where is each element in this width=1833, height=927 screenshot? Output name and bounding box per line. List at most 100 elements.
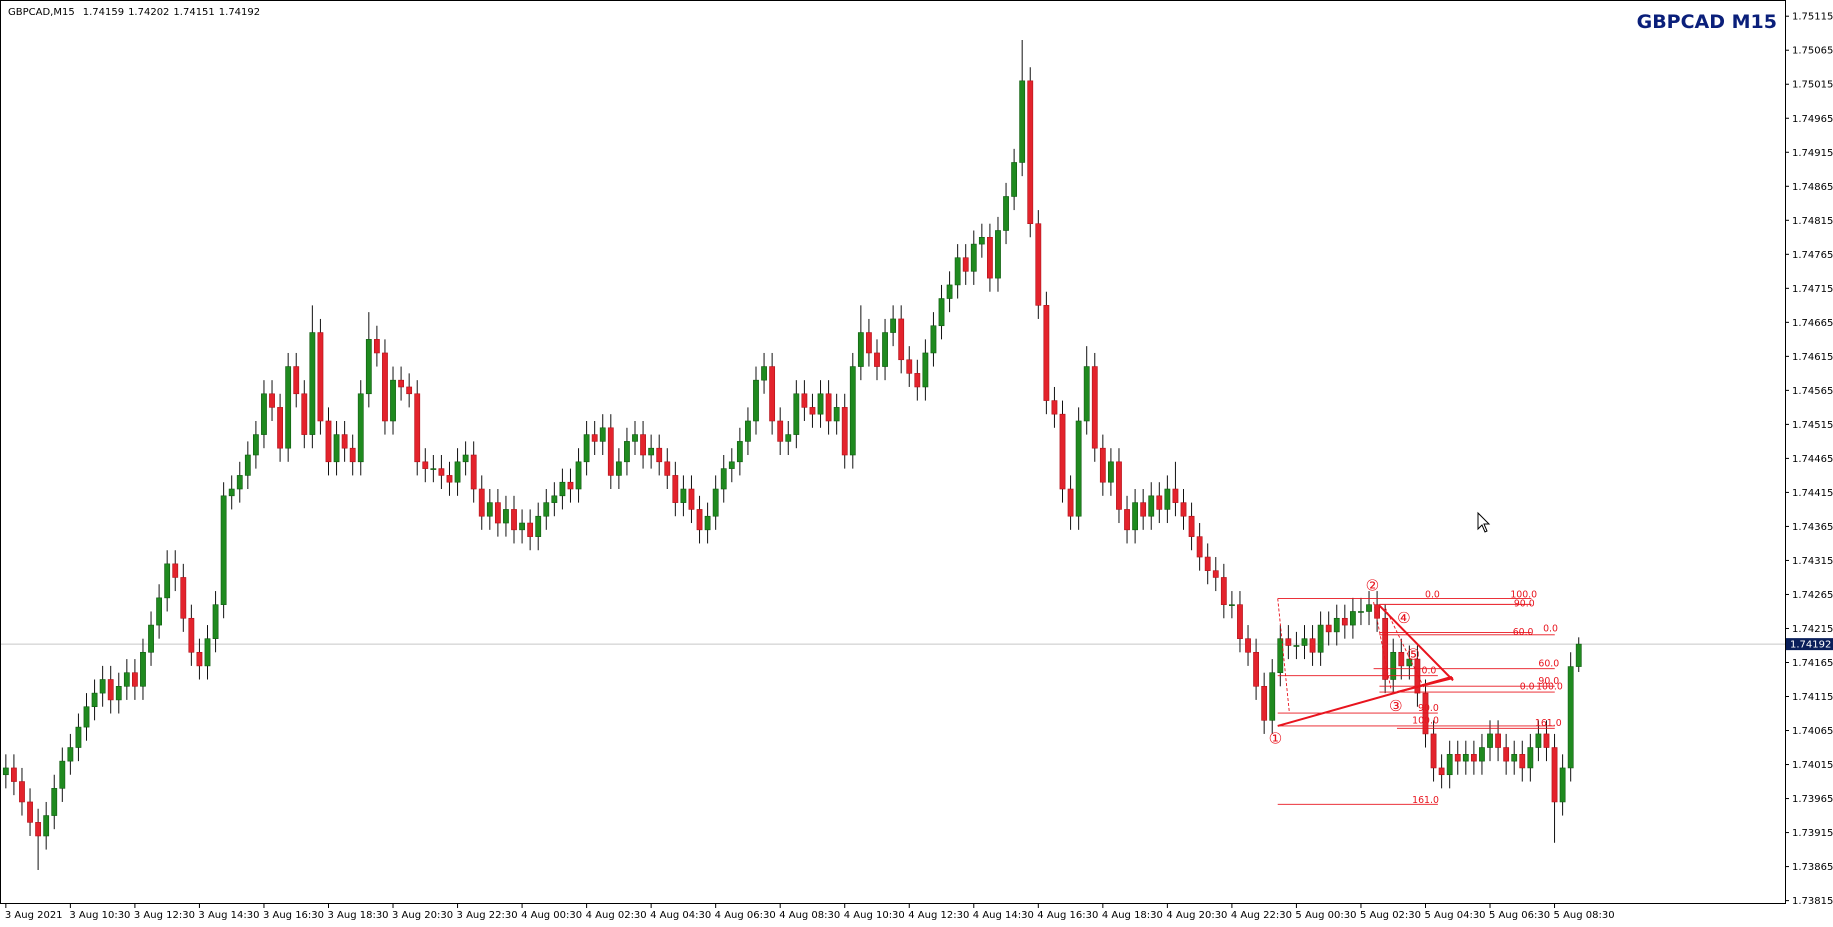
candle-body (1075, 420, 1082, 517)
candle-body (406, 386, 413, 395)
candle-body (478, 488, 485, 517)
candle-body (1511, 754, 1518, 762)
annotation: ③ (1389, 697, 1403, 715)
chart-title: GBPCAD M15 (1637, 11, 1777, 33)
x-tick-label: 5 Aug 06:30 (1489, 910, 1550, 921)
candle-body (890, 318, 897, 333)
candle-body (1237, 604, 1243, 639)
ohlc-high: 1.74202 (128, 7, 169, 18)
candle-body (1325, 624, 1332, 633)
candle-body (140, 651, 146, 687)
y-tick-label: 1.74565 (1792, 386, 1833, 397)
candle-body (1446, 754, 1453, 776)
candle-body (503, 509, 509, 524)
candle-body (664, 461, 671, 476)
candle-body (583, 434, 590, 463)
candle-body (1091, 366, 1098, 449)
candle-body (535, 515, 542, 537)
y-tick-label: 1.75115 (1792, 12, 1833, 23)
candle-body (1019, 80, 1026, 163)
candle-body (567, 481, 574, 490)
candle-body (817, 393, 824, 415)
y-tick-label: 1.74165 (1792, 658, 1833, 669)
candle-body (898, 318, 905, 361)
y-tick-label: 1.74815 (1792, 216, 1833, 227)
x-tick-label: 5 Aug 00:30 (1295, 910, 1356, 921)
candle-body (704, 515, 711, 531)
candle-body (736, 441, 743, 463)
candle-body (1164, 488, 1171, 510)
candle-body (236, 475, 243, 490)
candle-body (640, 434, 646, 456)
candle-body (1487, 733, 1493, 748)
candle-body (1196, 536, 1203, 558)
annotation: 0.0 (1425, 589, 1440, 600)
candle-body (11, 767, 17, 782)
x-tick-label: 3 Aug 14:30 (198, 910, 259, 921)
candle-body (390, 379, 396, 422)
candle-body (156, 597, 163, 626)
candle-body (1245, 638, 1251, 653)
candle-body (1043, 305, 1050, 401)
candle-body (1148, 495, 1155, 517)
candle-body (914, 373, 921, 388)
candle-body (688, 488, 695, 510)
candle-body (309, 332, 316, 435)
candle-body (1188, 515, 1195, 537)
candle-body (1140, 502, 1147, 517)
candle-body (414, 393, 421, 463)
candle-body (220, 495, 227, 605)
x-tick-label: 4 Aug 20:30 (1166, 910, 1227, 921)
candle-body (1398, 651, 1405, 667)
candle-body (301, 393, 308, 435)
candle-body (75, 726, 82, 748)
plot-frame (0, 0, 1786, 904)
candle-body (519, 522, 525, 531)
candle-body (1277, 638, 1284, 673)
candle-body (27, 801, 33, 823)
candle-body (874, 352, 880, 367)
y-tick-label: 1.74015 (1792, 760, 1833, 771)
annotation: 60.0 (1513, 627, 1534, 638)
annotation: 100.0 (1510, 589, 1537, 600)
candle-body (1438, 767, 1445, 776)
y-tick-label: 1.74265 (1792, 590, 1833, 601)
candle-body (317, 332, 324, 422)
candle-body (462, 454, 469, 463)
candle-body (922, 352, 929, 388)
candle-body (720, 468, 727, 490)
y-tick-label: 1.74665 (1792, 318, 1833, 329)
candle-body (1099, 447, 1106, 483)
candle-body (1495, 733, 1501, 748)
candle-body (196, 651, 203, 667)
candle-body (422, 461, 429, 469)
candle-body (551, 495, 558, 503)
candle-body (180, 577, 187, 619)
candle-body (51, 788, 58, 816)
candle-body (938, 298, 945, 327)
symbol: GBPCAD,M15 (8, 7, 75, 18)
candle-body (494, 502, 501, 524)
annotation: 161.0 (1535, 718, 1562, 729)
x-tick-label: 3 Aug 2021 (5, 910, 63, 921)
candle-body (164, 563, 171, 599)
candle-body (527, 522, 534, 537)
candle-body (1519, 754, 1526, 769)
candle-body (430, 468, 437, 470)
candle-body (285, 366, 292, 449)
ohlc-close: 1.74192 (219, 7, 260, 18)
candle-body (1301, 638, 1308, 646)
candle-body (1309, 638, 1316, 653)
candle-body (252, 434, 259, 456)
candle-body (1228, 604, 1235, 606)
y-tick-label: 1.74065 (1792, 726, 1833, 737)
candle-body (1116, 461, 1122, 510)
candle-body (83, 706, 90, 728)
candle-body (1390, 651, 1397, 680)
y-tick-label: 1.74415 (1792, 488, 1833, 499)
candle-body (1180, 502, 1187, 517)
candle-body (1172, 488, 1179, 503)
candle-body (382, 352, 388, 422)
candle-body (1220, 577, 1227, 605)
